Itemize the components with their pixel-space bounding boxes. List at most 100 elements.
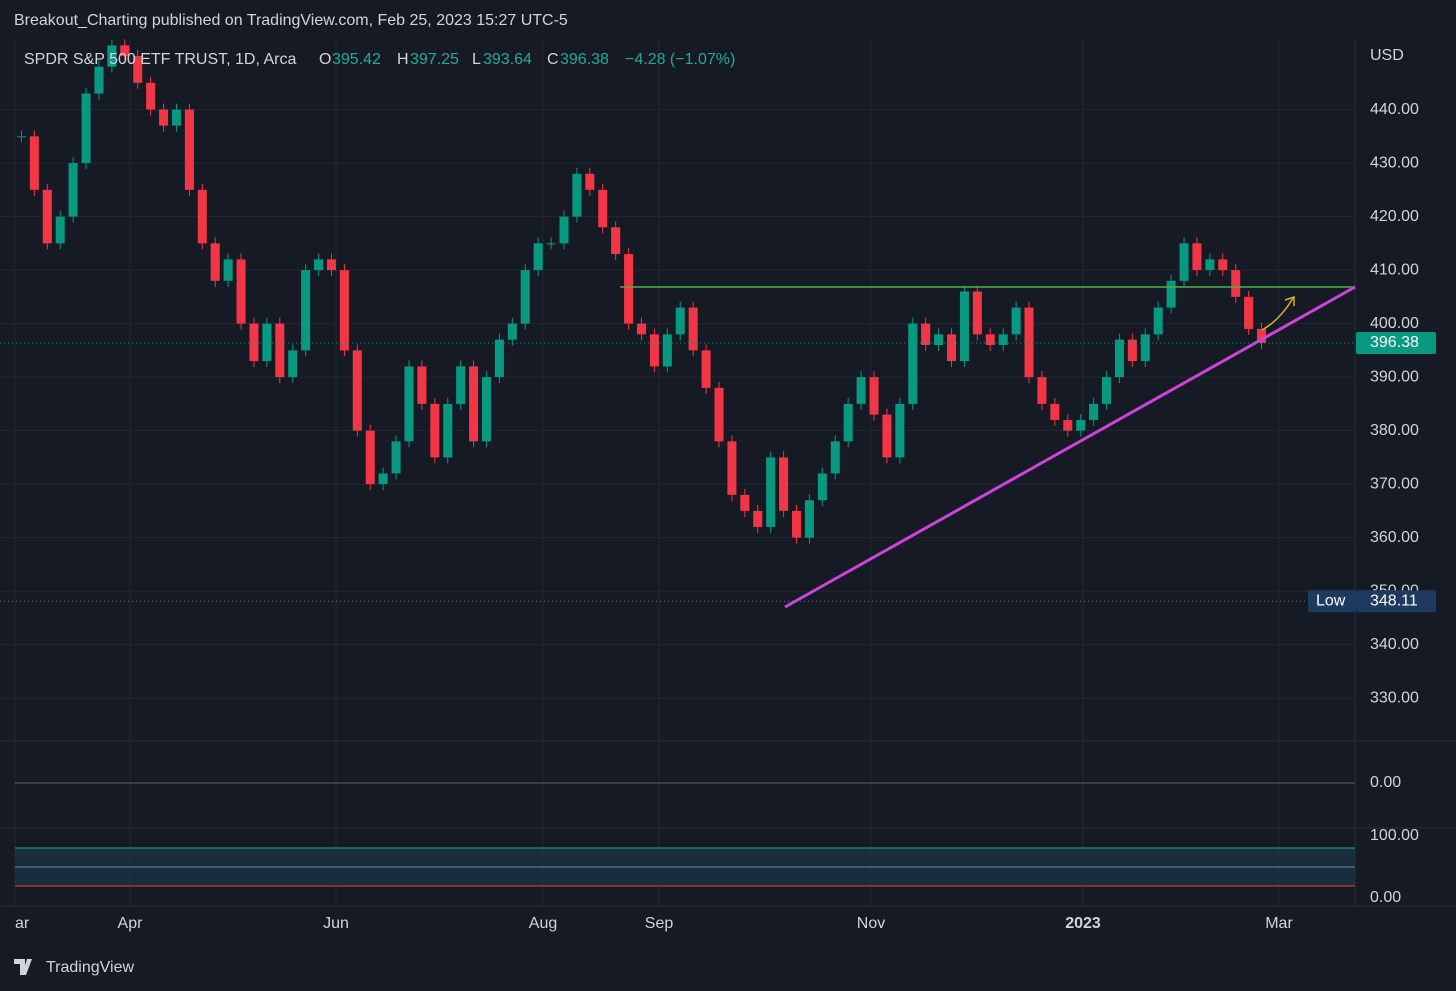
candle-body bbox=[559, 216, 569, 244]
candle-body bbox=[959, 291, 969, 362]
candle-body bbox=[662, 334, 672, 367]
candle-body bbox=[791, 510, 802, 538]
candle-body bbox=[443, 403, 453, 458]
candle-body bbox=[197, 189, 207, 244]
candle-body bbox=[740, 494, 750, 511]
candle-body bbox=[817, 473, 827, 501]
candle-body bbox=[972, 291, 982, 335]
y-tick-label: 410.00 bbox=[1370, 261, 1419, 278]
stoch-top-label: 100.00 bbox=[1370, 827, 1419, 844]
candle-body bbox=[520, 270, 530, 324]
candle-body bbox=[68, 163, 78, 217]
stoch-bottom-label: 0.00 bbox=[1370, 889, 1401, 906]
candle-body bbox=[249, 323, 259, 362]
grid bbox=[0, 40, 1355, 906]
candle-body bbox=[159, 109, 169, 126]
candle-body bbox=[998, 334, 1008, 346]
logo-icon bbox=[14, 959, 32, 975]
legend-high-label: H bbox=[397, 51, 409, 68]
candle-body bbox=[1011, 307, 1021, 335]
candle-body bbox=[236, 259, 246, 324]
low-name-badge bbox=[1308, 590, 1356, 613]
candle-body bbox=[1063, 419, 1073, 431]
x-tick-label: Jun bbox=[323, 915, 349, 932]
candle-body bbox=[714, 387, 724, 442]
x-tick-label: Mar bbox=[1265, 915, 1293, 932]
candle-body bbox=[1231, 270, 1241, 297]
low-label: 348.11 bbox=[1370, 593, 1418, 610]
candle-body bbox=[753, 510, 763, 527]
candle-body bbox=[934, 334, 944, 346]
candle-body bbox=[908, 323, 918, 404]
candle-body bbox=[1102, 377, 1112, 404]
candle-body bbox=[546, 243, 556, 245]
candle-body bbox=[1089, 403, 1099, 420]
candle-body bbox=[856, 377, 866, 404]
candle-body bbox=[843, 403, 853, 442]
candle-body bbox=[624, 254, 634, 324]
footer-brand: TradingView bbox=[46, 959, 134, 976]
candle-body bbox=[352, 350, 362, 431]
header-title: Breakout_Charting published on TradingVi… bbox=[14, 12, 568, 29]
candle-body bbox=[779, 457, 789, 511]
candle-body bbox=[572, 173, 582, 217]
candle-body bbox=[16, 136, 26, 138]
candle-body bbox=[1037, 377, 1047, 404]
candle-body bbox=[869, 377, 879, 415]
candle-body bbox=[1166, 280, 1176, 308]
candle-body bbox=[391, 441, 401, 474]
arrow bbox=[1261, 295, 1295, 331]
candle-body bbox=[921, 323, 931, 346]
legend: SPDR S&P 500 ETF TRUST, 1D, Arca O 395.4… bbox=[24, 51, 735, 68]
macd-zero-label: 0.00 bbox=[1370, 774, 1401, 791]
candle-body bbox=[107, 45, 117, 67]
candle-body bbox=[1076, 419, 1086, 431]
candle-body bbox=[1024, 307, 1034, 378]
candle-body bbox=[804, 500, 814, 538]
candle-body bbox=[1205, 259, 1215, 271]
trend-line bbox=[784, 285, 1356, 609]
candle-body bbox=[882, 414, 892, 458]
candle-body bbox=[895, 403, 905, 458]
candle-body bbox=[701, 350, 711, 388]
y-tick-label: 340.00 bbox=[1370, 636, 1419, 653]
legend-open: 395.42 bbox=[332, 51, 381, 68]
candle-body bbox=[1218, 259, 1228, 271]
x-tick-label: 2023 bbox=[1065, 915, 1101, 932]
candle-body bbox=[55, 216, 65, 244]
candle-body bbox=[985, 334, 995, 346]
candle-body bbox=[1257, 328, 1267, 343]
time-axis: ar Apr Jun Aug Sep Nov 2023 Mar bbox=[15, 915, 1293, 932]
last-price-label: 396.38 bbox=[1370, 334, 1419, 351]
x-tick-label: Sep bbox=[645, 915, 674, 932]
candle-body bbox=[120, 45, 130, 57]
candle-body bbox=[430, 403, 440, 458]
legend-open-label: O bbox=[319, 51, 331, 68]
y-tick-label: 390.00 bbox=[1370, 368, 1419, 385]
candle-body bbox=[507, 323, 517, 340]
candle-body bbox=[42, 189, 52, 244]
y-tick-label: 400.00 bbox=[1370, 315, 1419, 332]
legend-close: 396.38 bbox=[560, 51, 609, 68]
candle-body bbox=[417, 366, 427, 404]
candle-body bbox=[29, 136, 39, 190]
candle-body bbox=[326, 259, 337, 271]
candle-body bbox=[210, 243, 220, 281]
candle-body bbox=[598, 189, 608, 228]
candle-body bbox=[1153, 307, 1163, 335]
candle-body bbox=[1192, 243, 1202, 271]
candle-body bbox=[223, 259, 233, 281]
x-tick-label: Nov bbox=[857, 915, 885, 932]
x-tick-label: ar bbox=[15, 915, 30, 932]
footer: TradingView bbox=[14, 959, 134, 976]
y-tick-label: 360.00 bbox=[1370, 529, 1419, 546]
candle-body bbox=[275, 323, 285, 378]
candle-body bbox=[133, 56, 143, 83]
y-tick-label: 430.00 bbox=[1370, 154, 1419, 171]
candle-body bbox=[611, 227, 621, 255]
candle-body bbox=[314, 259, 324, 271]
candle-body bbox=[301, 270, 311, 351]
candle-body bbox=[649, 334, 659, 367]
